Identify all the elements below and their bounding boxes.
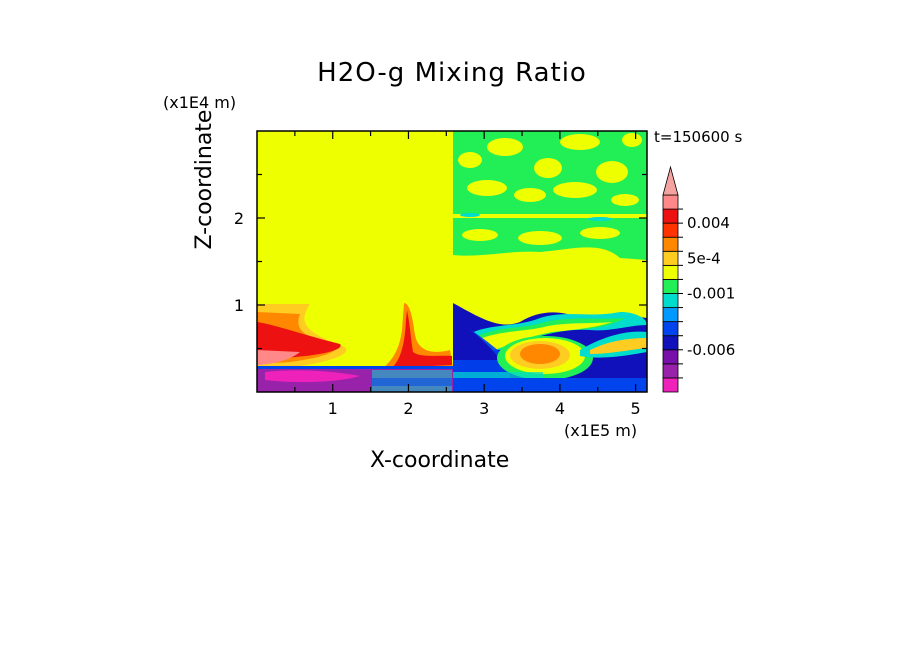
colorbar-level bbox=[662, 222, 679, 238]
cyan-streak bbox=[460, 213, 480, 217]
colorbar-level bbox=[662, 307, 679, 323]
plot-area bbox=[257, 131, 647, 392]
x-scale-label: (x1E5 m) bbox=[564, 421, 638, 440]
yellow-cell bbox=[487, 138, 523, 156]
x-tick-label: 4 bbox=[555, 399, 565, 418]
x-tick-label: 3 bbox=[479, 399, 489, 418]
yellow-cell bbox=[534, 158, 562, 178]
yellow-cell bbox=[596, 161, 628, 183]
yellow-cell bbox=[458, 152, 482, 168]
yellow-band bbox=[453, 214, 647, 218]
yellow-cell bbox=[518, 231, 562, 245]
cyan-surface bbox=[453, 372, 543, 378]
z-tick-label: 2 bbox=[234, 209, 244, 228]
colorbar-level bbox=[662, 377, 679, 393]
yellow-cell bbox=[580, 227, 620, 239]
central-plume bbox=[380, 303, 453, 370]
surface-line bbox=[257, 366, 453, 369]
colorbar-level bbox=[662, 236, 679, 252]
navy-core bbox=[453, 318, 500, 360]
colorbar-level bbox=[662, 321, 679, 337]
yellow-cell bbox=[611, 194, 639, 206]
plume-outer bbox=[380, 303, 453, 370]
yellow-cell bbox=[622, 133, 642, 147]
colorbar-level bbox=[662, 279, 679, 294]
blue-noise bbox=[372, 378, 452, 386]
orange-blob bbox=[520, 344, 560, 364]
colorbar-level bbox=[662, 363, 679, 379]
colorbar-level bbox=[662, 264, 679, 280]
colorbar-label: 0.004 bbox=[687, 214, 730, 232]
right-moist-arm bbox=[590, 338, 647, 354]
yellow-cell bbox=[514, 188, 546, 202]
cyan-streak bbox=[588, 217, 612, 221]
timestamp-label: t=150600 s bbox=[654, 128, 743, 146]
colorbar-label: 5e-4 bbox=[687, 249, 721, 267]
left-dry-surface bbox=[257, 366, 453, 392]
pink-core bbox=[257, 350, 300, 365]
yellow-cell bbox=[467, 180, 507, 196]
left-moist-layer bbox=[257, 304, 347, 368]
yellow-cell bbox=[560, 134, 600, 150]
red-core bbox=[257, 322, 341, 358]
blue-surface bbox=[453, 378, 647, 392]
colorbar-label: -0.001 bbox=[687, 285, 735, 303]
colorbar: -0.006 -0.001 5e-4 0.004 bbox=[662, 165, 735, 393]
x-tick-label: 1 bbox=[328, 399, 338, 418]
colorbar-label: -0.006 bbox=[687, 341, 735, 359]
colorbar-level bbox=[662, 335, 679, 351]
colorbar-level bbox=[662, 349, 679, 365]
x-tick-label: 2 bbox=[403, 399, 413, 418]
colorbar-over-arrow bbox=[662, 165, 679, 196]
z-tick-group: 12 bbox=[234, 173, 647, 350]
x-tick-group: 1 2 3 4 5 bbox=[294, 131, 641, 418]
plume-inner bbox=[392, 310, 452, 368]
yellow-cell bbox=[462, 229, 498, 241]
magenta-pocket bbox=[265, 370, 360, 383]
colorbar-level bbox=[662, 194, 679, 210]
right-lower-structures bbox=[453, 303, 647, 392]
yellow-cell bbox=[553, 182, 597, 198]
colorbar-level bbox=[662, 208, 679, 224]
chart-title: H2O-g Mixing Ratio bbox=[317, 58, 587, 88]
z-tick-label: 1 bbox=[234, 296, 244, 315]
colorbar-level bbox=[662, 293, 679, 308]
yellow-swirl bbox=[482, 322, 612, 350]
colorbar-level bbox=[662, 250, 679, 266]
x-tick-label: 5 bbox=[631, 399, 641, 418]
upper-right-turbulence bbox=[453, 131, 647, 260]
z-scale-label: (x1E4 m) bbox=[163, 93, 237, 112]
x-axis-label: X-coordinate bbox=[370, 448, 510, 473]
